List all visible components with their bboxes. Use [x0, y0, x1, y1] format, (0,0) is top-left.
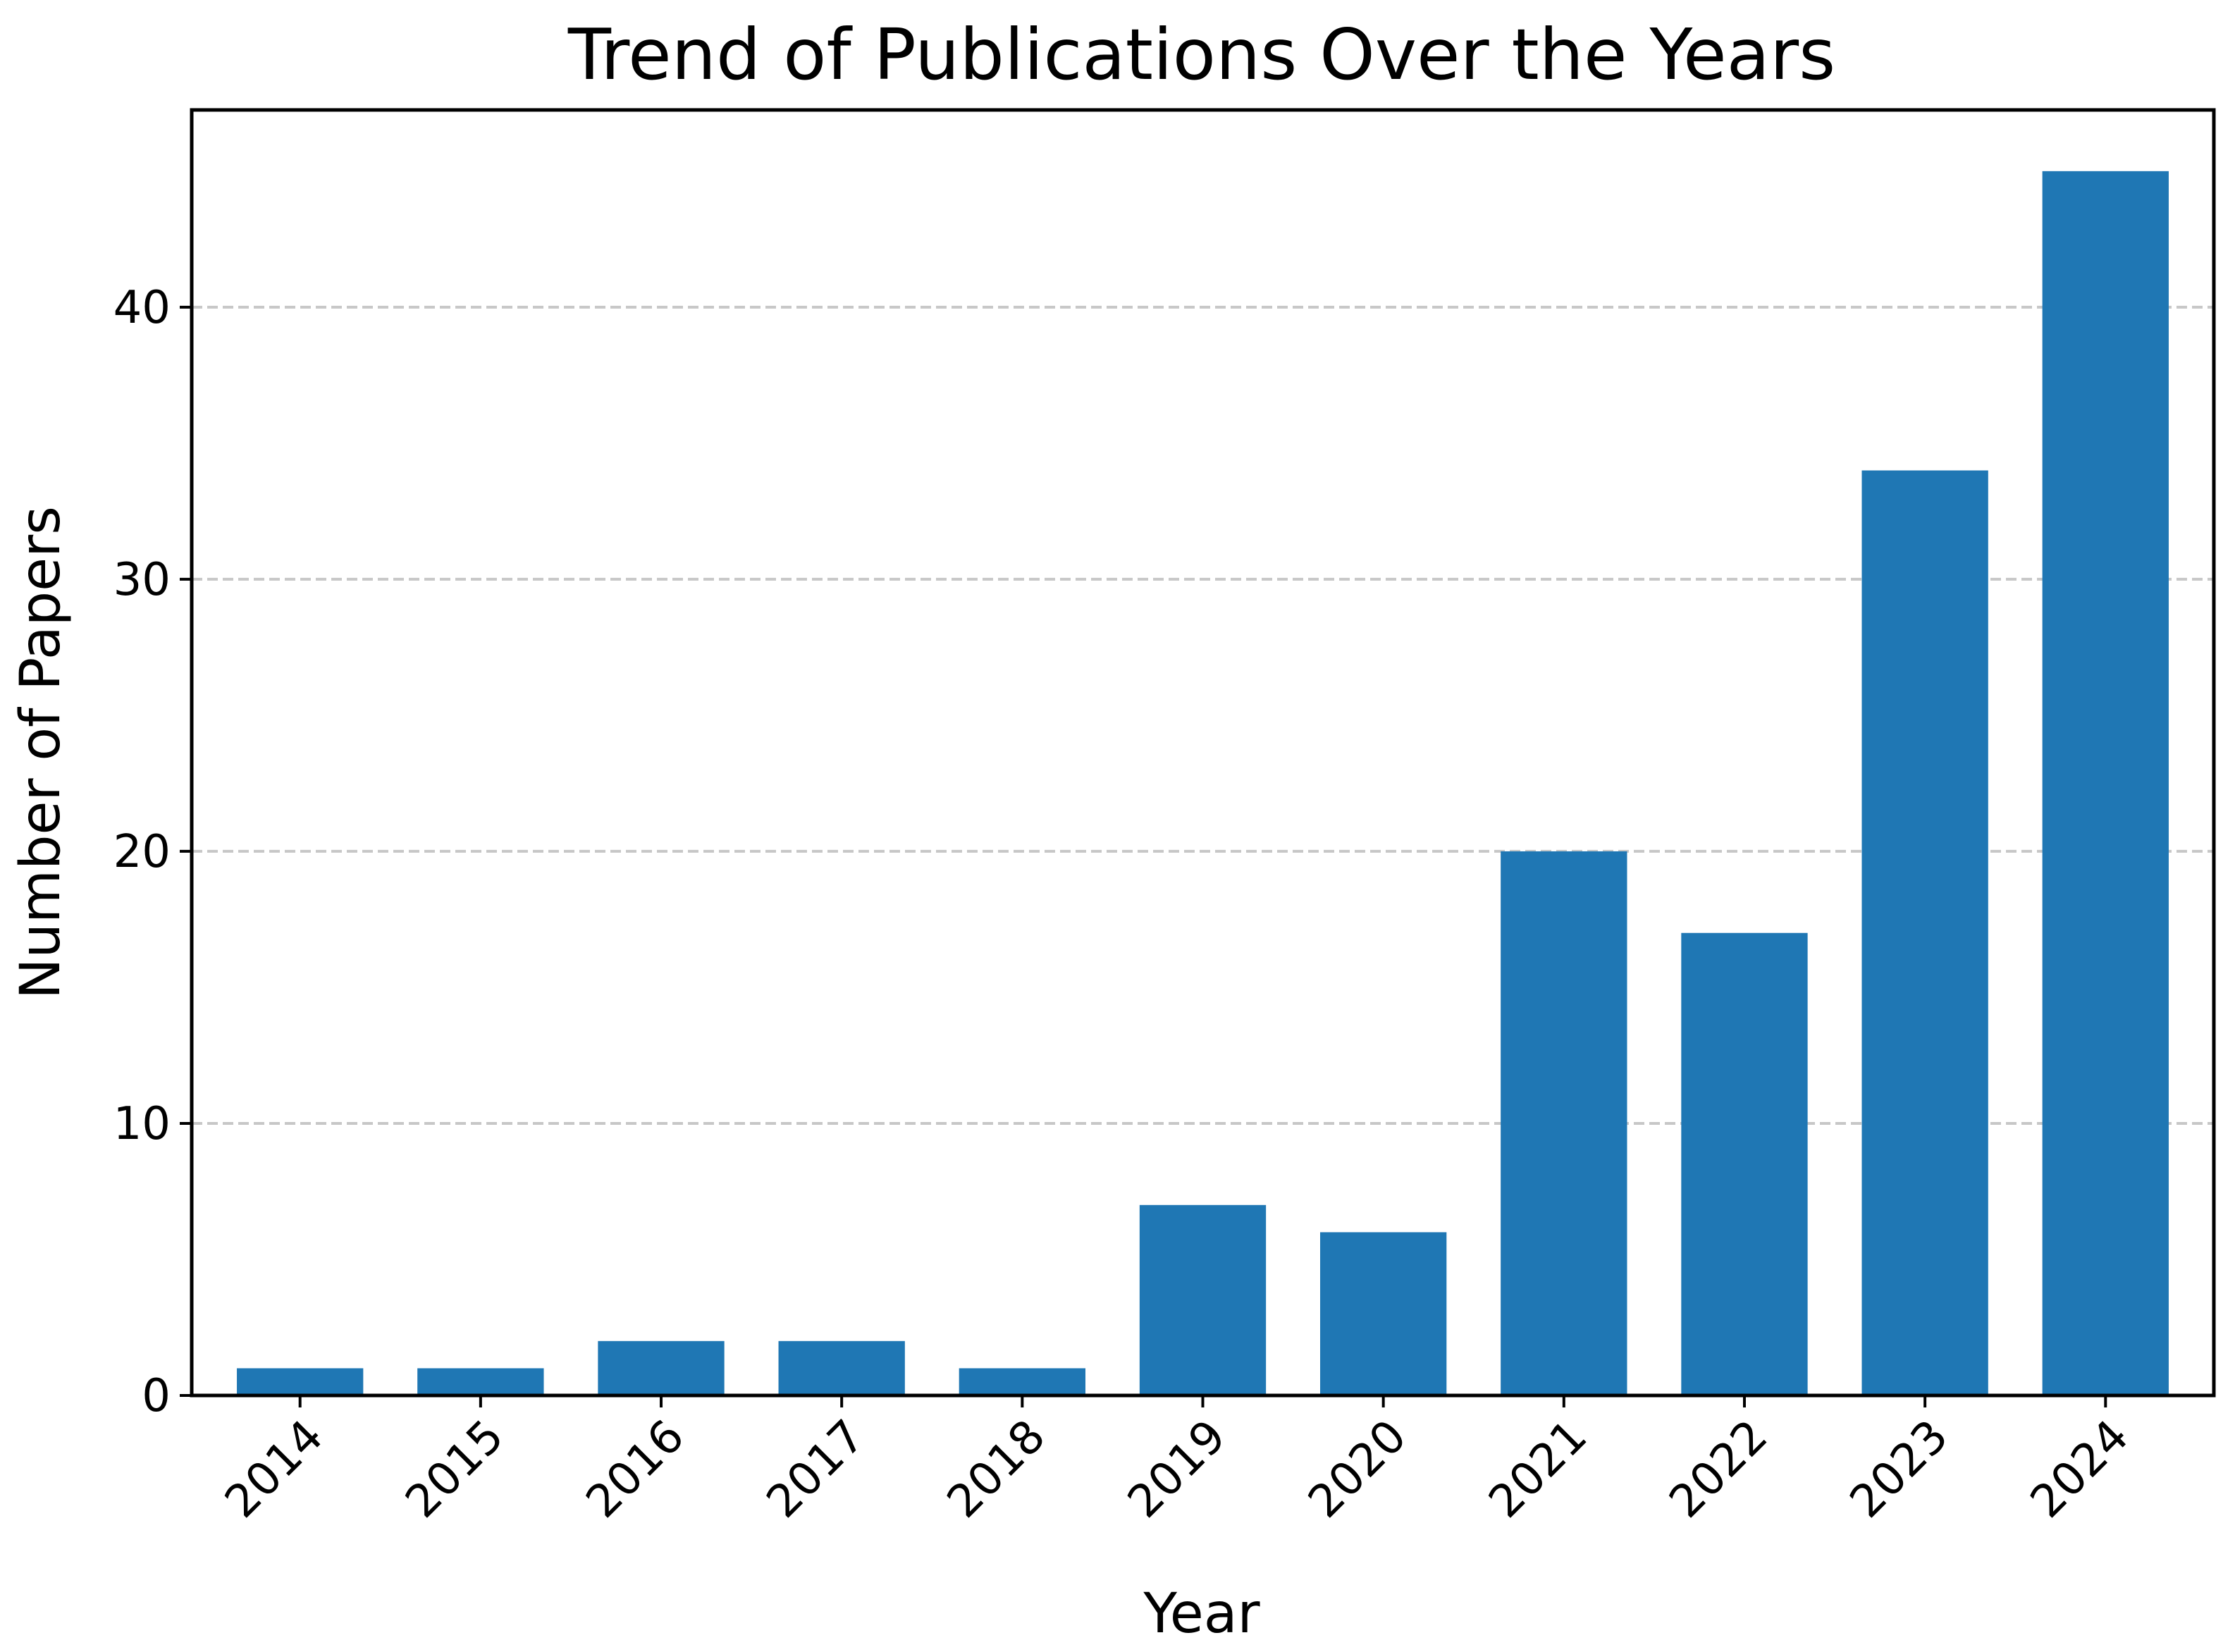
y-axis-ticks: 0 10 20 30 40	[113, 282, 192, 1422]
bar-2022	[1681, 932, 1808, 1395]
bar-2021	[1501, 851, 1627, 1395]
bar-2016	[598, 1340, 725, 1395]
x-axis-label: Year	[1143, 1582, 1260, 1646]
bar-2020	[1320, 1232, 1447, 1395]
bar-series	[237, 171, 2169, 1395]
y-tick-label: 30	[113, 554, 171, 606]
bar-2019	[1139, 1204, 1267, 1395]
y-tick-label: 10	[113, 1098, 171, 1150]
y-tick-label: 20	[113, 826, 171, 878]
chart-title: Trend of Publications Over the Years	[567, 13, 1835, 96]
bar-2014	[237, 1368, 364, 1395]
bar-2015	[417, 1368, 544, 1395]
y-tick-label: 0	[142, 1370, 171, 1422]
bar-2024	[2042, 171, 2169, 1395]
y-axis-label: Number of Papers	[9, 506, 73, 999]
bar-2023	[1861, 470, 1988, 1395]
bar-2018	[959, 1368, 1085, 1395]
y-tick-label: 40	[113, 282, 171, 334]
bar-2017	[778, 1340, 905, 1395]
